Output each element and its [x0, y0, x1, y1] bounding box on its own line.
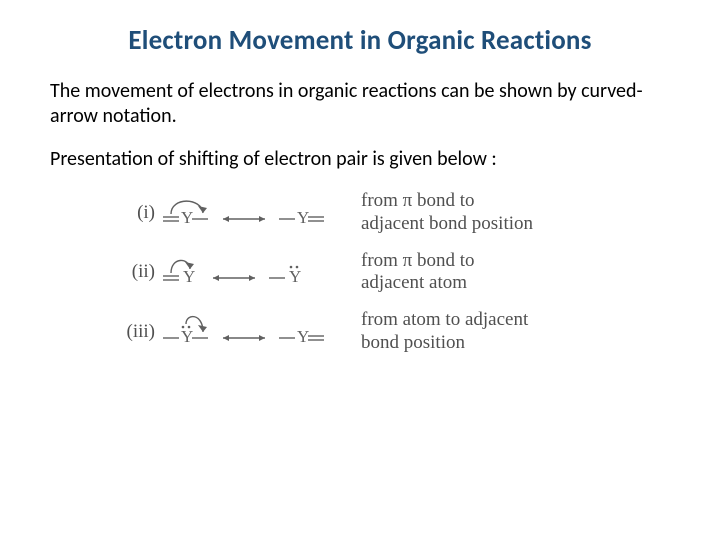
- row-desc-line1: from atom to adjacent: [361, 309, 528, 330]
- row-chemistry: Y Y: [161, 250, 361, 294]
- slide-title: Electron Movement in Organic Reactions: [50, 24, 670, 57]
- row-desc-line2: bond position: [361, 332, 465, 353]
- row-number: (ii): [119, 261, 161, 283]
- diagram-row: (iii) Y: [119, 309, 601, 355]
- row-number: (iii): [119, 321, 161, 343]
- diagram-row: (i) Y: [119, 190, 601, 236]
- svg-text:Y: Y: [181, 208, 193, 227]
- row-desc-line1: from π bond to: [361, 250, 475, 271]
- diagram-row: (ii) Y: [119, 250, 601, 296]
- electron-shift-diagram: (i) Y: [119, 190, 601, 369]
- row-description: from π bond to adjacent atom: [361, 250, 601, 296]
- row-chemistry: Y Y: [161, 310, 361, 354]
- row-desc-line2: adjacent bond position: [361, 213, 533, 234]
- row-description: from atom to adjacent bond position: [361, 309, 601, 355]
- svg-text:Y: Y: [289, 267, 301, 286]
- svg-text:Y: Y: [181, 327, 193, 346]
- row-desc-line2: adjacent atom: [361, 272, 467, 293]
- diagram-container: (i) Y: [50, 190, 670, 369]
- row-desc-line1: from π bond to: [361, 190, 475, 211]
- paragraph-1: The movement of electrons in organic rea…: [50, 79, 670, 129]
- row-description: from π bond to adjacent bond position: [361, 190, 601, 236]
- svg-text:Y: Y: [297, 208, 309, 227]
- paragraph-2: Presentation of shifting of electron pai…: [50, 147, 670, 172]
- row-chemistry: Y Y: [161, 191, 361, 235]
- svg-text:Y: Y: [297, 327, 309, 346]
- slide: Electron Movement in Organic Reactions T…: [0, 0, 720, 540]
- row-number: (i): [119, 202, 161, 224]
- svg-text:Y: Y: [183, 267, 195, 286]
